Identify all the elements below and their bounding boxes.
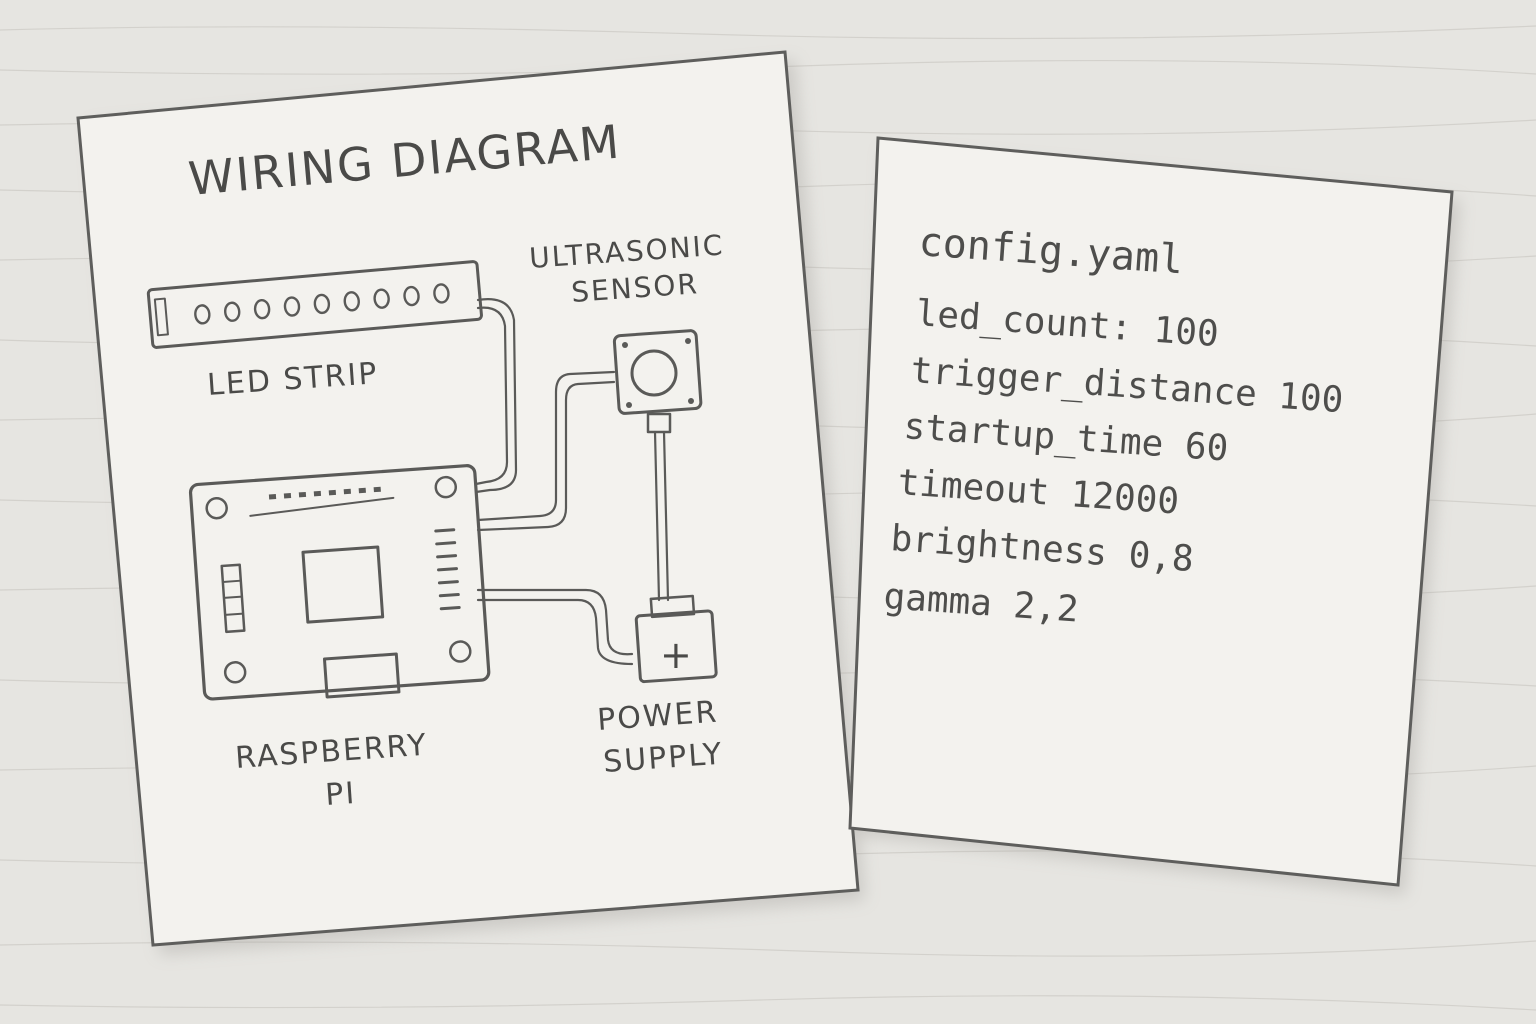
gpio-pin-icon — [358, 487, 366, 494]
side-pin-icon — [436, 554, 458, 559]
gpio-pin-icon — [343, 488, 352, 495]
raspberry-pi-board — [188, 464, 491, 701]
led-icon — [194, 304, 211, 325]
side-pin-icon — [438, 593, 460, 598]
led-icon — [283, 296, 301, 317]
led-icon — [373, 288, 390, 309]
side-pin-icon — [437, 580, 459, 585]
wire-sensor-to-pi — [476, 370, 616, 532]
led-icon — [343, 291, 360, 312]
power-supply-plus-symbol: + — [660, 633, 694, 677]
gpio-pin-icon — [313, 490, 322, 497]
led-icon — [313, 293, 331, 315]
side-pin-icon — [439, 606, 461, 611]
paper-sheet — [76, 50, 860, 947]
power-supply-label-line1: POWER — [596, 695, 719, 738]
led-icon — [403, 285, 420, 307]
gpio-pin-icon — [328, 489, 337, 496]
gpio-pin-icon — [298, 491, 307, 498]
led-icon — [223, 301, 241, 322]
led-strip — [146, 260, 483, 349]
wire-sensor-to-power — [653, 430, 670, 602]
gpio-pin-icon — [268, 494, 277, 500]
side-pin-icon — [434, 528, 456, 533]
wire-led-to-pi — [474, 298, 518, 494]
led-icon — [433, 283, 450, 304]
led-icon — [253, 298, 271, 320]
side-pin-icon — [437, 567, 458, 572]
power-supply — [634, 594, 718, 684]
paper-sheet — [848, 136, 1454, 887]
side-pin-icon — [435, 541, 457, 546]
gpio-pin-icon — [283, 492, 292, 499]
ultrasonic-sensor — [612, 329, 703, 434]
raspberry-pi-label-line2: PI — [324, 776, 357, 813]
power-supply-label-line2: SUPPLY — [602, 737, 724, 780]
gpio-pin-icon — [373, 486, 381, 493]
wire-pi-to-power — [476, 588, 634, 666]
wiring-diagram-sheet: WIRING DIAGRAM LED STRIP ULTRASONIC SENS… — [76, 50, 860, 947]
config-sheet: config.yaml led_count: 100 trigger_dista… — [848, 136, 1454, 887]
